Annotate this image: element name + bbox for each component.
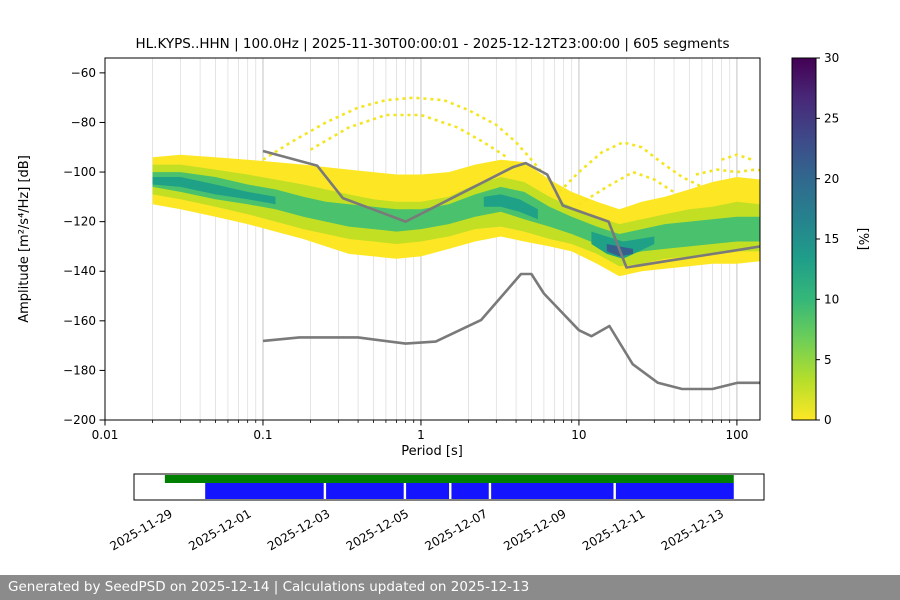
y-tick-label: −180 — [63, 363, 96, 377]
colorbar-axis-label: [%] — [855, 227, 870, 251]
coverage-segment-green — [164, 475, 734, 483]
colorbar-tick-label: 5 — [824, 353, 832, 367]
outlier-curve — [695, 168, 760, 176]
footer-text: Generated by SeedPSD on 2025-12-14 | Cal… — [8, 579, 530, 595]
psd-core-teal-core-short-period — [152, 177, 276, 205]
coverage-gap — [403, 483, 407, 499]
x-tick-label: 0.01 — [92, 428, 119, 442]
date-label: 2025-12-07 — [422, 506, 489, 553]
date-axis: 2025-11-29 2025-12-01 2025-12-03 2025-12-05… — [107, 506, 726, 553]
colorbar-tick-label: 10 — [824, 293, 839, 307]
date-label: 2025-12-03 — [265, 506, 332, 553]
date-label: 2025-12-09 — [501, 506, 568, 553]
y-tick-label: −200 — [63, 413, 96, 427]
y-tick-label: −100 — [63, 165, 96, 179]
outlier-curve — [578, 170, 679, 206]
psd-band-high-probability — [152, 172, 760, 257]
coverage-gap — [323, 483, 327, 499]
colorbar: 30 25 20 15 10 5 0 — [791, 51, 839, 427]
y-tick-label: −160 — [63, 314, 96, 328]
x-tick-label: 100 — [725, 428, 748, 442]
y-tick-label: −60 — [71, 66, 96, 80]
data-availability-bar — [133, 473, 765, 501]
chart-title: HL.KYPS..HHN | 100.0Hz | 2025-11-30T00:0… — [135, 36, 730, 52]
x-tick-label: 0.1 — [253, 428, 272, 442]
colorbar-tick-label: 15 — [824, 232, 839, 246]
y-axis-label: Amplitude [m²/s⁴/Hz] [dB] — [17, 155, 32, 323]
psd-outlier-curves — [262, 96, 760, 206]
colorbar-gradient — [791, 57, 817, 421]
date-label: 2025-12-11 — [580, 506, 647, 553]
y-axis: −60 −80 −100 −120 −140 −160 −180 −200 — [63, 66, 105, 427]
psd-probability-heatmap — [152, 154, 760, 277]
colorbar-tick-label: 20 — [824, 172, 839, 186]
x-tick-label: 1 — [417, 428, 425, 442]
y-tick-label: −120 — [63, 215, 96, 229]
x-tick-label: 10 — [571, 428, 586, 442]
date-label: 2025-12-01 — [186, 506, 253, 553]
coverage-gap — [449, 483, 452, 499]
psd-core-teal-core-microseism — [483, 194, 538, 220]
noise-model-lines — [262, 149, 760, 391]
footer-status-bar: Generated by SeedPSD on 2025-12-14 | Cal… — [0, 575, 900, 600]
x-axis: 0.01 0.1 1 10 100 — [92, 420, 748, 442]
date-label: 2025-11-29 — [107, 506, 174, 553]
outlier-curve — [309, 113, 508, 159]
x-axis-label: Period [s] — [401, 444, 463, 459]
coverage-gap — [613, 483, 616, 499]
date-label: 2025-12-05 — [344, 506, 411, 553]
psd-core-teal-core-long-period — [591, 231, 655, 259]
outlier-curve — [721, 153, 753, 161]
y-tick-label: −80 — [71, 115, 96, 129]
y-tick-label: −140 — [63, 264, 96, 278]
colorbar-tick-label: 25 — [824, 112, 839, 126]
date-label: 2025-12-13 — [659, 506, 726, 553]
coverage-gap — [488, 483, 492, 499]
outlier-curve — [553, 140, 703, 198]
colorbar-tick-label: 30 — [824, 51, 839, 65]
ppsd-chart: 0.01 0.1 1 10 100−60−80−100−120−140−160−180−… — [63, 51, 839, 553]
coverage-segment-blue — [205, 483, 734, 499]
plot-border — [104, 57, 761, 421]
nlnm-line — [262, 272, 760, 391]
nhnm-line — [262, 149, 760, 269]
colorbar-tick-label: 0 — [824, 413, 832, 427]
